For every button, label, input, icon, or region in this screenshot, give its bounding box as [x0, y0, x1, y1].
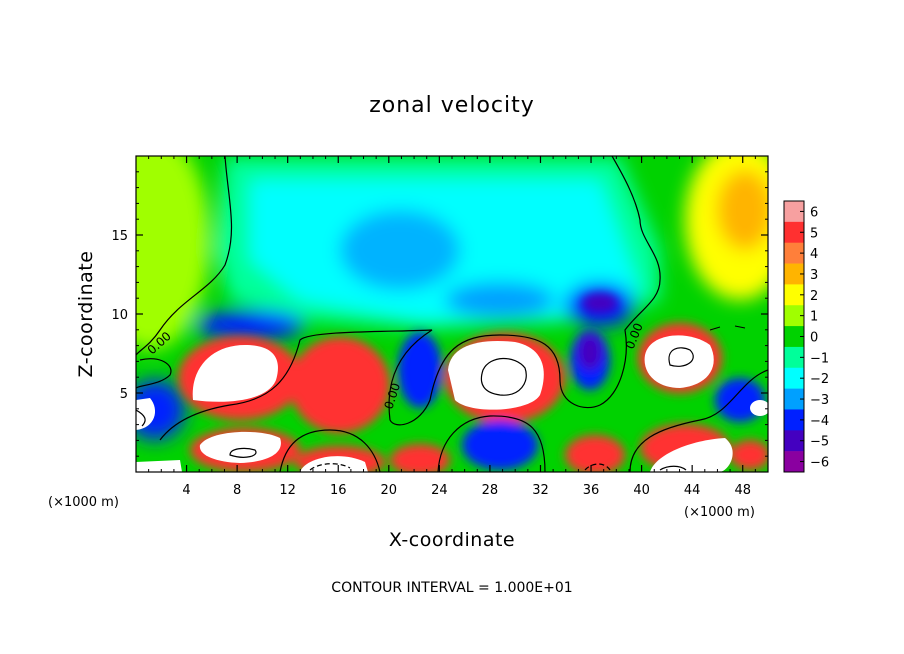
contour-lines: [136, 156, 768, 472]
y-tick-label: 5: [120, 387, 128, 402]
saturated-cores: [136, 335, 768, 472]
y-axis: 5 10 15: [111, 171, 768, 457]
colorbar-label: 3: [810, 268, 818, 283]
colorbar: 6 5 4 3 2 1 0 −1 −2 −3 −4 −5 −6: [783, 200, 829, 473]
colorbar-label: 5: [810, 226, 818, 241]
x-tick-label: 12: [279, 483, 296, 498]
colorbar-label: −6: [810, 456, 829, 471]
colorbar-label: 2: [810, 289, 818, 304]
colorbar-swatch: [784, 346, 804, 369]
x-scale-label-right: (×1000 m): [684, 505, 755, 520]
colorbar-swatch: [784, 263, 804, 285]
colorbar-label: 1: [810, 310, 818, 325]
colorbar-label: 6: [810, 205, 818, 220]
x-tick-label: 16: [330, 483, 347, 498]
x-axis: 4 8 12 16 20 24 28 32 36 40 44 48: [148, 156, 756, 498]
x-tick-label: 4: [182, 483, 190, 498]
colorbar-swatch: [784, 201, 804, 223]
x-tick-label: 20: [381, 483, 398, 498]
colorbar-swatch: [784, 305, 804, 327]
contour-interval-note: CONTOUR INTERVAL = 1.000E+01: [331, 580, 572, 596]
x-scale-label-left: (×1000 m): [48, 495, 119, 510]
x-tick-label: 8: [233, 483, 241, 498]
colorbar-swatch: [784, 409, 804, 431]
y-tick-label: 15: [111, 229, 128, 244]
colorbar-label: −5: [810, 435, 829, 450]
colorbar-swatch: [784, 221, 804, 243]
colorbar-label: −4: [810, 414, 829, 429]
x-tick-label: 40: [633, 483, 650, 498]
x-tick-label: 44: [684, 483, 701, 498]
colorbar-label: −2: [810, 372, 829, 387]
x-tick-label: 36: [583, 483, 600, 498]
colorbar-swatch: [784, 367, 804, 389]
colorbar-swatch: [784, 326, 804, 348]
x-tick-label: 32: [532, 483, 549, 498]
y-tick-label: 10: [111, 308, 128, 323]
x-tick-label: 48: [734, 483, 751, 498]
chart-title: zonal velocity: [369, 93, 535, 118]
x-tick-label: 24: [431, 483, 448, 498]
colorbar-swatch: [784, 451, 804, 473]
colorbar-label: 4: [810, 247, 818, 262]
x-tick-label: 28: [482, 483, 499, 498]
colorbar-swatch: [784, 242, 804, 264]
velocity-field: [136, 156, 768, 472]
colorbar-label: −1: [810, 351, 829, 366]
colorbar-swatch: [784, 430, 804, 452]
colorbar-swatch: [784, 388, 804, 410]
y-axis-title: Z-coordinate: [75, 251, 97, 378]
colorbar-label: −3: [810, 393, 829, 408]
colorbar-swatch: [784, 284, 804, 306]
x-axis-title: X-coordinate: [389, 529, 515, 551]
colorbar-label: 0: [810, 331, 818, 346]
